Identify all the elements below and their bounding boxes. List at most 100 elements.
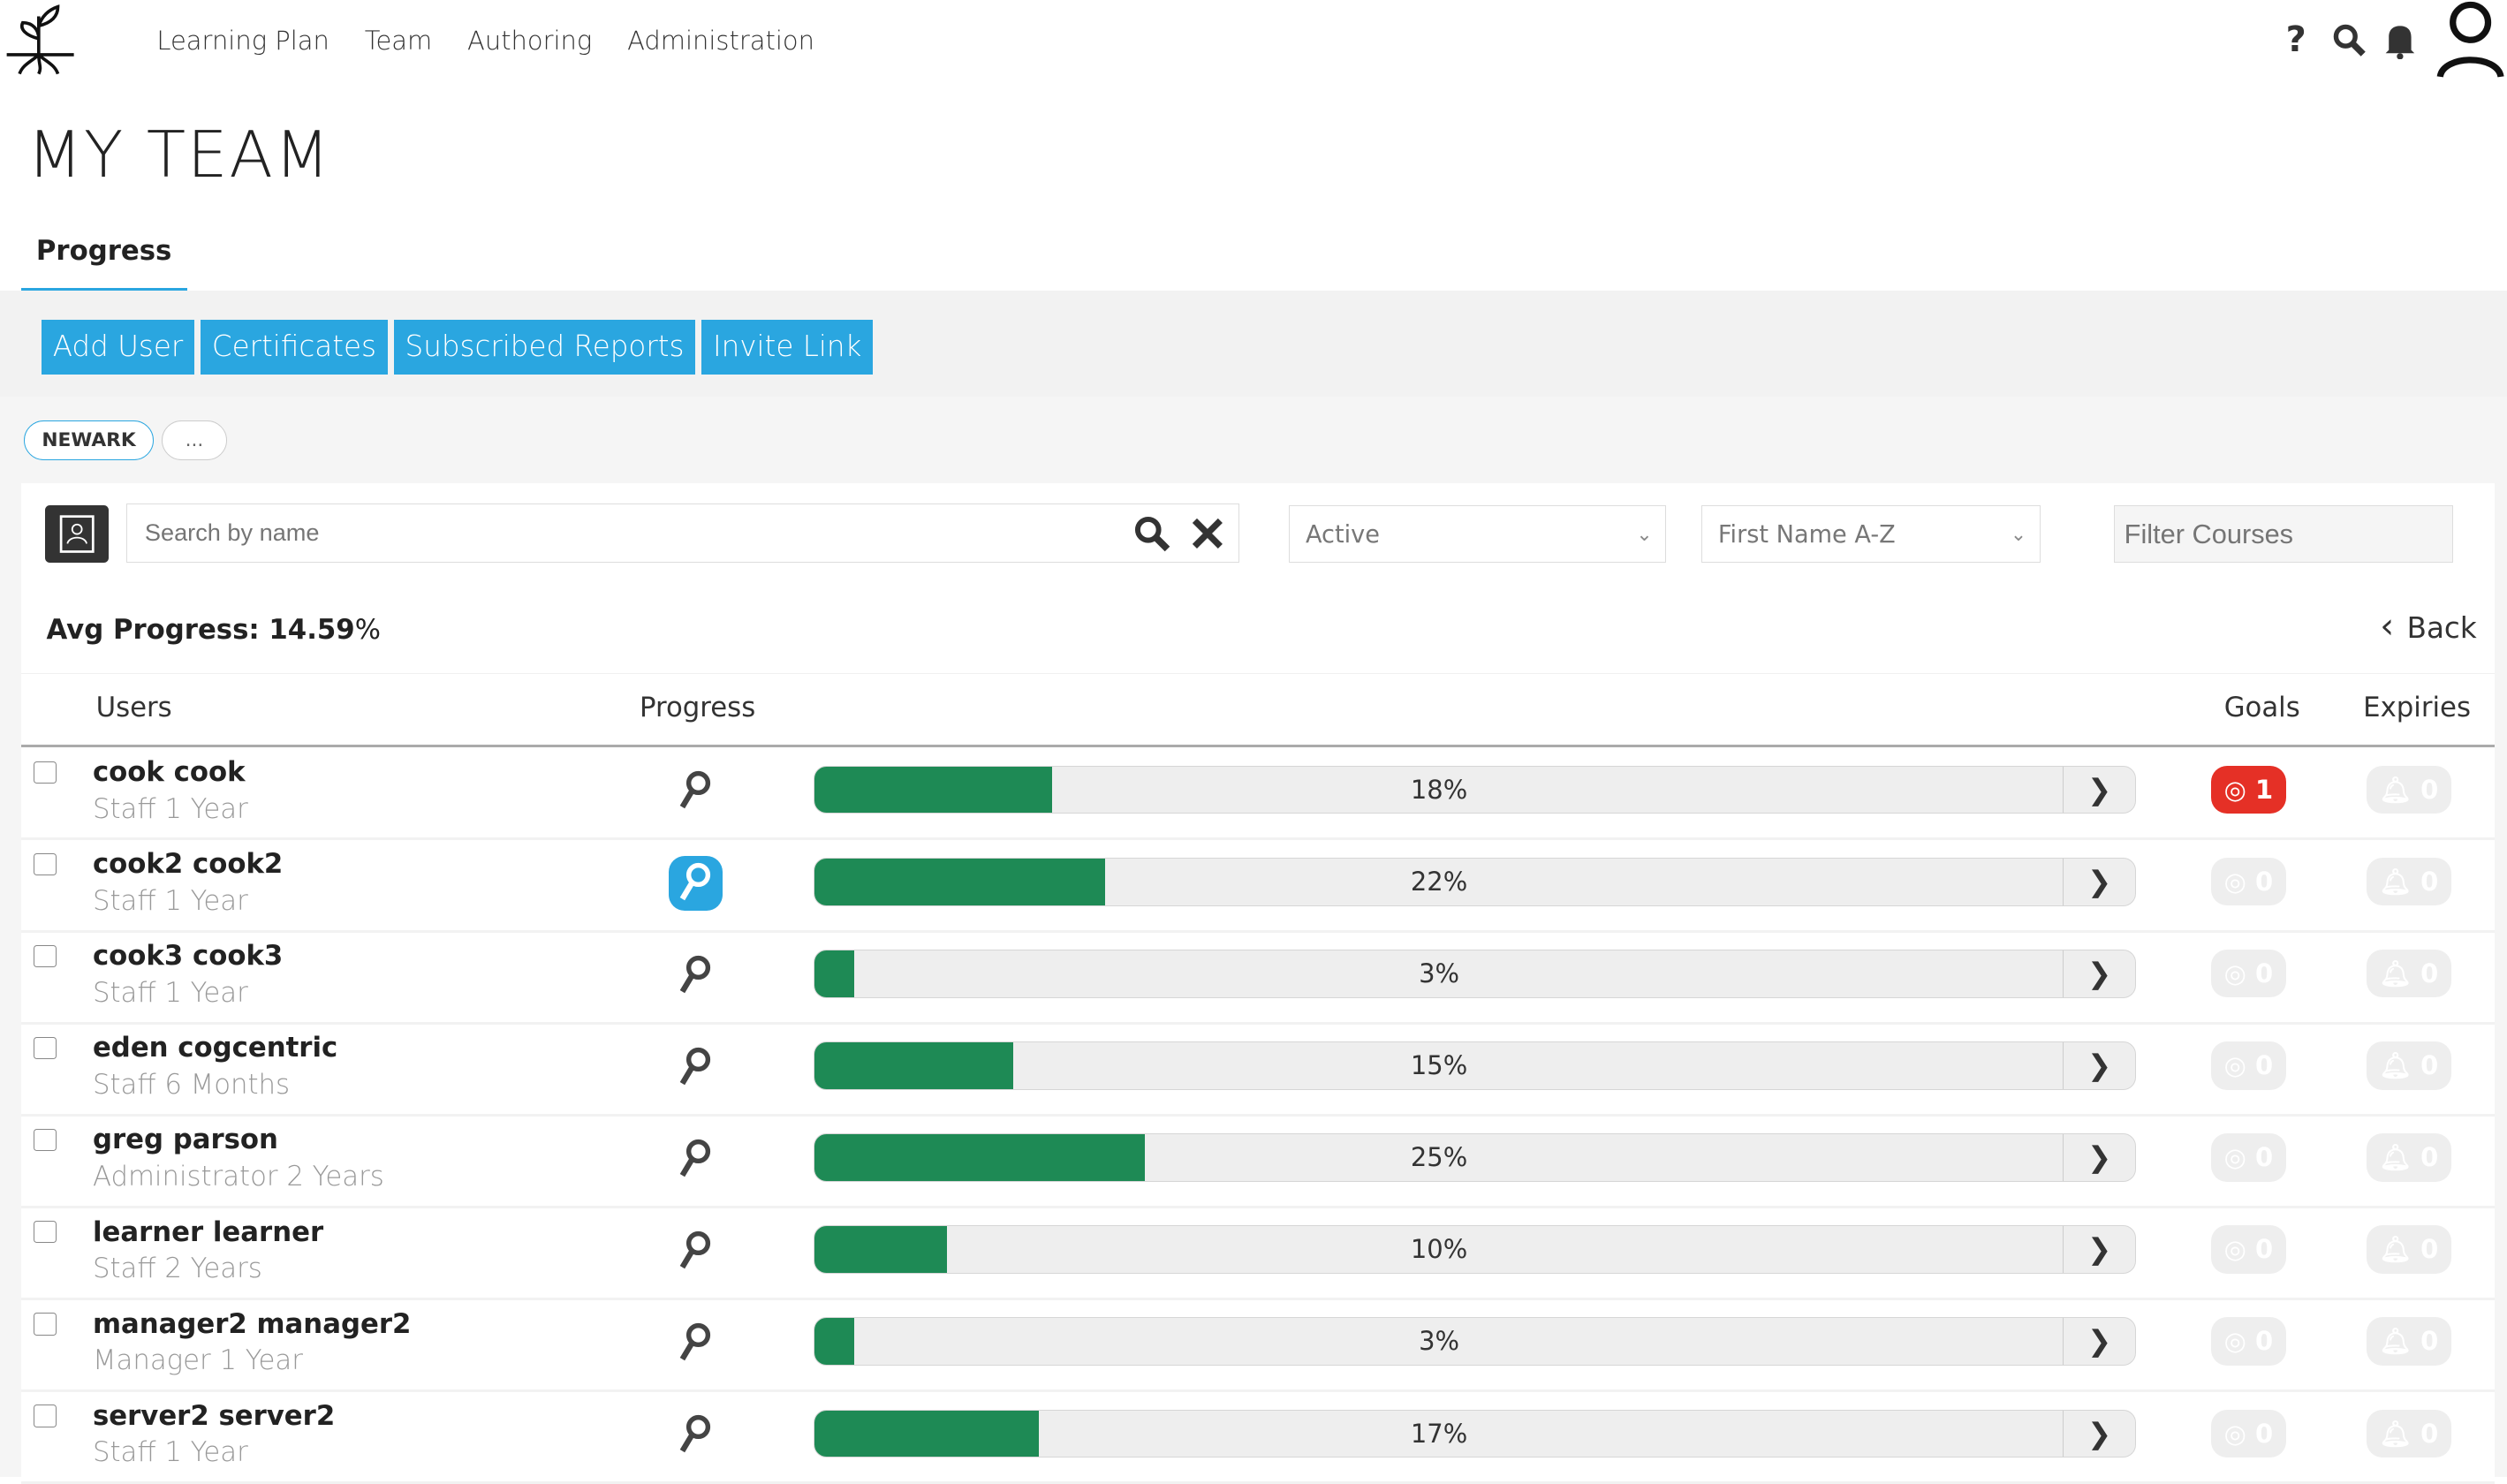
contact-card-icon xyxy=(59,515,95,553)
subscribed-reports-button[interactable]: Subscribed Reports xyxy=(393,320,696,375)
key-icon[interactable] xyxy=(669,1040,723,1094)
goals-badge[interactable]: ◎ 0 xyxy=(2211,1317,2286,1366)
user-name[interactable]: learner learner xyxy=(92,1215,324,1248)
target-icon: ◎ xyxy=(2223,1050,2246,1081)
expiries-badge[interactable]: 🔔︎ 0 xyxy=(2366,950,2451,998)
search-input[interactable] xyxy=(141,517,1108,549)
bell-icon[interactable] xyxy=(2382,21,2418,59)
logo-icon[interactable] xyxy=(4,4,77,77)
back-link[interactable]: ‹ Back xyxy=(2380,606,2476,647)
user-name[interactable]: greg parson xyxy=(92,1124,278,1156)
progress-bar: 18% ❯ xyxy=(814,765,2137,814)
table-row: cook cook Staff 1 Year 18% ❯ ◎ 1 🔔︎ 0 xyxy=(20,746,2495,841)
user-name[interactable]: cook2 cook2 xyxy=(92,848,284,881)
target-icon: ◎ xyxy=(2223,1418,2246,1449)
chevron-right-icon[interactable]: ❯ xyxy=(2062,950,2135,997)
invite-link-button[interactable]: Invite Link xyxy=(701,320,874,375)
table-row: learner learner Staff 2 Years 10% ❯ ◎ 0 🔔… xyxy=(20,1207,2495,1300)
row-checkbox[interactable] xyxy=(33,1128,57,1152)
row-checkbox[interactable] xyxy=(33,761,57,784)
breadcrumb-newark[interactable]: NEWARK xyxy=(24,420,154,461)
key-icon[interactable] xyxy=(669,764,723,819)
target-icon: ◎ xyxy=(2223,958,2246,989)
goals-badge[interactable]: ◎ 0 xyxy=(2211,1041,2286,1090)
user-name[interactable]: cook cook xyxy=(92,756,246,789)
user-card-toggle[interactable] xyxy=(44,504,110,564)
progress-bar: 25% ❯ xyxy=(814,1133,2137,1182)
status-select[interactable]: Active ⌄ xyxy=(1288,504,1667,564)
expiries-badge[interactable]: 🔔︎ 0 xyxy=(2366,1317,2451,1366)
chevron-right-icon[interactable]: ❯ xyxy=(2062,1134,2135,1181)
nav-administration[interactable]: Administration xyxy=(627,25,814,56)
nav-learning-plan[interactable]: Learning Plan xyxy=(156,25,329,56)
tab-progress[interactable]: Progress xyxy=(20,231,187,294)
user-name[interactable]: eden cogcentric xyxy=(92,1032,338,1064)
row-checkbox[interactable] xyxy=(33,852,57,876)
progress-label: 25% xyxy=(1410,1142,1468,1173)
nav-authoring[interactable]: Authoring xyxy=(467,25,593,56)
user-name[interactable]: cook3 cook3 xyxy=(92,940,284,973)
table-row: manager2 manager2 Manager 1 Year 3% ❯ ◎ 0… xyxy=(20,1298,2495,1392)
key-icon[interactable] xyxy=(669,1132,723,1186)
expiries-badge[interactable]: 🔔︎ 0 xyxy=(2366,1225,2451,1274)
goals-badge[interactable]: ◎ 0 xyxy=(2211,1133,2286,1182)
row-checkbox[interactable] xyxy=(33,1313,57,1336)
add-user-button[interactable]: Add User xyxy=(42,320,194,375)
avg-progress: Avg Progress: 14.59% xyxy=(46,614,380,646)
sort-value: First Name A-Z xyxy=(1717,520,1896,549)
table-header: Users Progress Goals Expiries xyxy=(20,673,2495,747)
key-icon[interactable] xyxy=(669,1224,723,1279)
target-icon: ◎ xyxy=(2223,774,2246,805)
sort-select[interactable]: First Name A-Z ⌄ xyxy=(1700,504,2041,564)
nav-team[interactable]: Team xyxy=(364,25,433,56)
chevron-right-icon[interactable]: ❯ xyxy=(2062,859,2135,905)
goals-badge[interactable]: ◎ 0 xyxy=(2211,1225,2286,1274)
bell-icon: 🔔︎ xyxy=(2379,1418,2412,1449)
help-icon[interactable]: ? xyxy=(2285,19,2306,61)
expiries-badge[interactable]: 🔔︎ 0 xyxy=(2366,1409,2451,1458)
chevron-right-icon[interactable]: ❯ xyxy=(2062,1410,2135,1457)
certificates-button[interactable]: Certificates xyxy=(201,320,388,375)
expiries-count: 0 xyxy=(2420,1418,2439,1449)
chevron-down-icon: ⌄ xyxy=(2010,523,2027,546)
goals-badge[interactable]: ◎ 0 xyxy=(2211,950,2286,998)
clear-icon[interactable] xyxy=(1190,516,1225,551)
chevron-right-icon[interactable]: ❯ xyxy=(2062,1318,2135,1365)
expiries-badge[interactable]: 🔔︎ 0 xyxy=(2366,1041,2451,1090)
progress-label: 15% xyxy=(1410,1050,1468,1081)
expiries-count: 0 xyxy=(2420,867,2439,897)
expiries-count: 0 xyxy=(2420,1050,2439,1081)
key-icon[interactable] xyxy=(669,1408,723,1463)
search-icon[interactable] xyxy=(1132,514,1170,552)
filter-courses-input[interactable] xyxy=(2113,504,2453,564)
breadcrumb-more[interactable]: ... xyxy=(161,420,228,461)
user-role: Staff 1 Year xyxy=(92,792,248,825)
row-checkbox[interactable] xyxy=(33,1036,57,1060)
search-icon[interactable] xyxy=(2331,22,2367,57)
expiries-badge[interactable]: 🔔︎ 0 xyxy=(2366,1133,2451,1182)
key-icon[interactable] xyxy=(669,948,723,1003)
row-checkbox[interactable] xyxy=(33,1220,57,1244)
progress-fill xyxy=(814,1134,1146,1181)
progress-label: 3% xyxy=(1419,958,1460,989)
chevron-down-icon: ⌄ xyxy=(1636,523,1653,546)
table-row: server2 server2 Staff 1 Year 17% ❯ ◎ 0 🔔︎… xyxy=(20,1390,2495,1484)
goals-badge[interactable]: ◎ 0 xyxy=(2211,858,2286,906)
user-name[interactable]: server2 server2 xyxy=(92,1399,336,1432)
col-expiries: Expiries xyxy=(2363,691,2471,723)
chevron-right-icon[interactable]: ❯ xyxy=(2062,1226,2135,1273)
expiries-badge[interactable]: 🔔︎ 0 xyxy=(2366,765,2451,814)
user-name[interactable]: manager2 manager2 xyxy=(92,1307,412,1340)
goals-badge[interactable]: ◎ 0 xyxy=(2211,1409,2286,1458)
goals-badge[interactable]: ◎ 1 xyxy=(2211,765,2286,814)
expiries-count: 0 xyxy=(2420,1234,2439,1265)
row-checkbox[interactable] xyxy=(33,1404,57,1427)
row-checkbox[interactable] xyxy=(33,944,57,968)
key-icon[interactable] xyxy=(668,856,723,911)
user-icon[interactable] xyxy=(2434,0,2507,80)
key-icon[interactable] xyxy=(669,1316,723,1371)
chevron-right-icon[interactable]: ❯ xyxy=(2062,1042,2135,1089)
expiries-badge[interactable]: 🔔︎ 0 xyxy=(2366,858,2451,906)
progress-bar: 3% ❯ xyxy=(814,950,2137,998)
chevron-right-icon[interactable]: ❯ xyxy=(2062,766,2135,814)
